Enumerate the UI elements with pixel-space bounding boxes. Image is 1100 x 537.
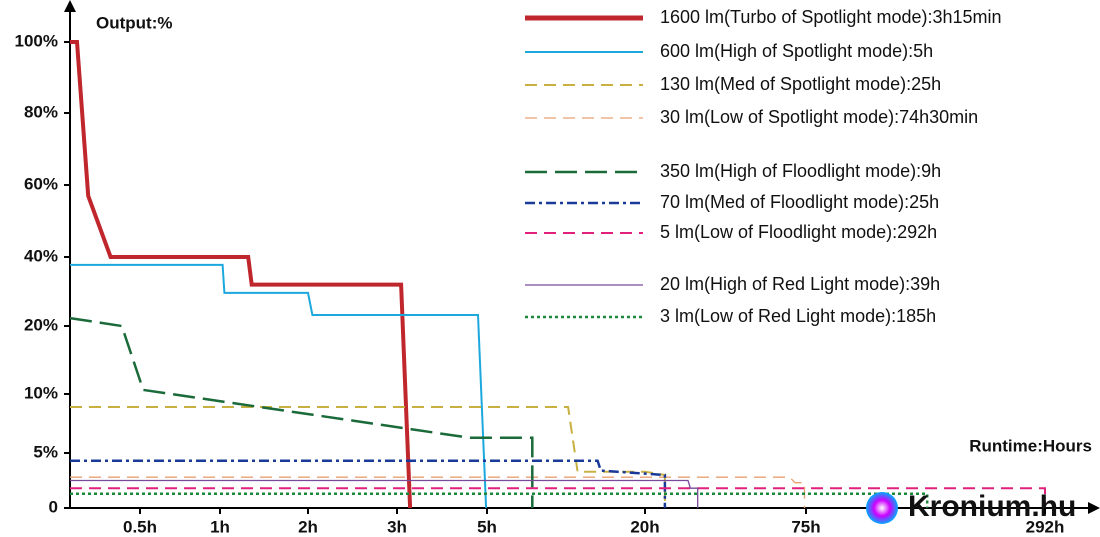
x-tick-label: 292h [1026,517,1065,536]
x-arrow [1088,502,1100,514]
y-tick-label: 40% [24,246,58,265]
legend-label: 30 lm(Low of Spotlight mode):74h30min [660,107,978,127]
legend-label: 5 lm(Low of Floodlight mode):292h [660,222,937,242]
legend-label: 130 lm(Med of Spotlight mode):25h [660,74,941,94]
series-line [70,263,488,509]
legend-label: 3 lm(Low of Red Light mode):185h [660,306,936,326]
legend-label: 20 lm(High of Red Light mode):39h [660,274,940,294]
y-arrow [64,0,76,12]
watermark: Kronium.hu [908,490,1076,523]
series-line [70,459,667,508]
x-tick-label: 5h [477,517,497,536]
x-tick-label: 20h [630,517,659,536]
y-tick-label: 80% [24,102,58,121]
x-axis-title: Runtime:Hours [969,436,1092,455]
series-line [70,487,1046,508]
y-tick-label: 60% [24,174,58,193]
series-line [69,316,534,508]
x-tick-label: 3h [387,517,407,536]
legend-label: 1600 lm(Turbo of Spotlight mode):3h15min [660,7,1002,27]
y-tick-label: 100% [15,31,58,50]
y-tick-label: 20% [24,315,58,334]
x-tick-label: 2h [298,517,318,536]
y-tick-label: 0 [49,497,58,516]
legend-label: 350 lm(High of Floodlight mode):9h [660,161,941,181]
legend-label: 70 lm(Med of Floodlight mode):25h [660,192,939,212]
legend-label: 600 lm(High of Spotlight mode):5h [660,41,933,61]
series-line [70,40,413,509]
x-tick-label: 1h [210,517,230,536]
series-line [70,492,929,508]
x-tick-label: 75h [791,517,820,536]
logo-icon [866,492,898,524]
y-axis-title: Output:% [96,13,172,32]
y-tick-label: 10% [24,383,58,402]
series-line [70,476,806,508]
y-tick-label: 5% [33,442,58,461]
x-tick-label: 0.5h [123,517,157,536]
series-line [70,479,699,508]
